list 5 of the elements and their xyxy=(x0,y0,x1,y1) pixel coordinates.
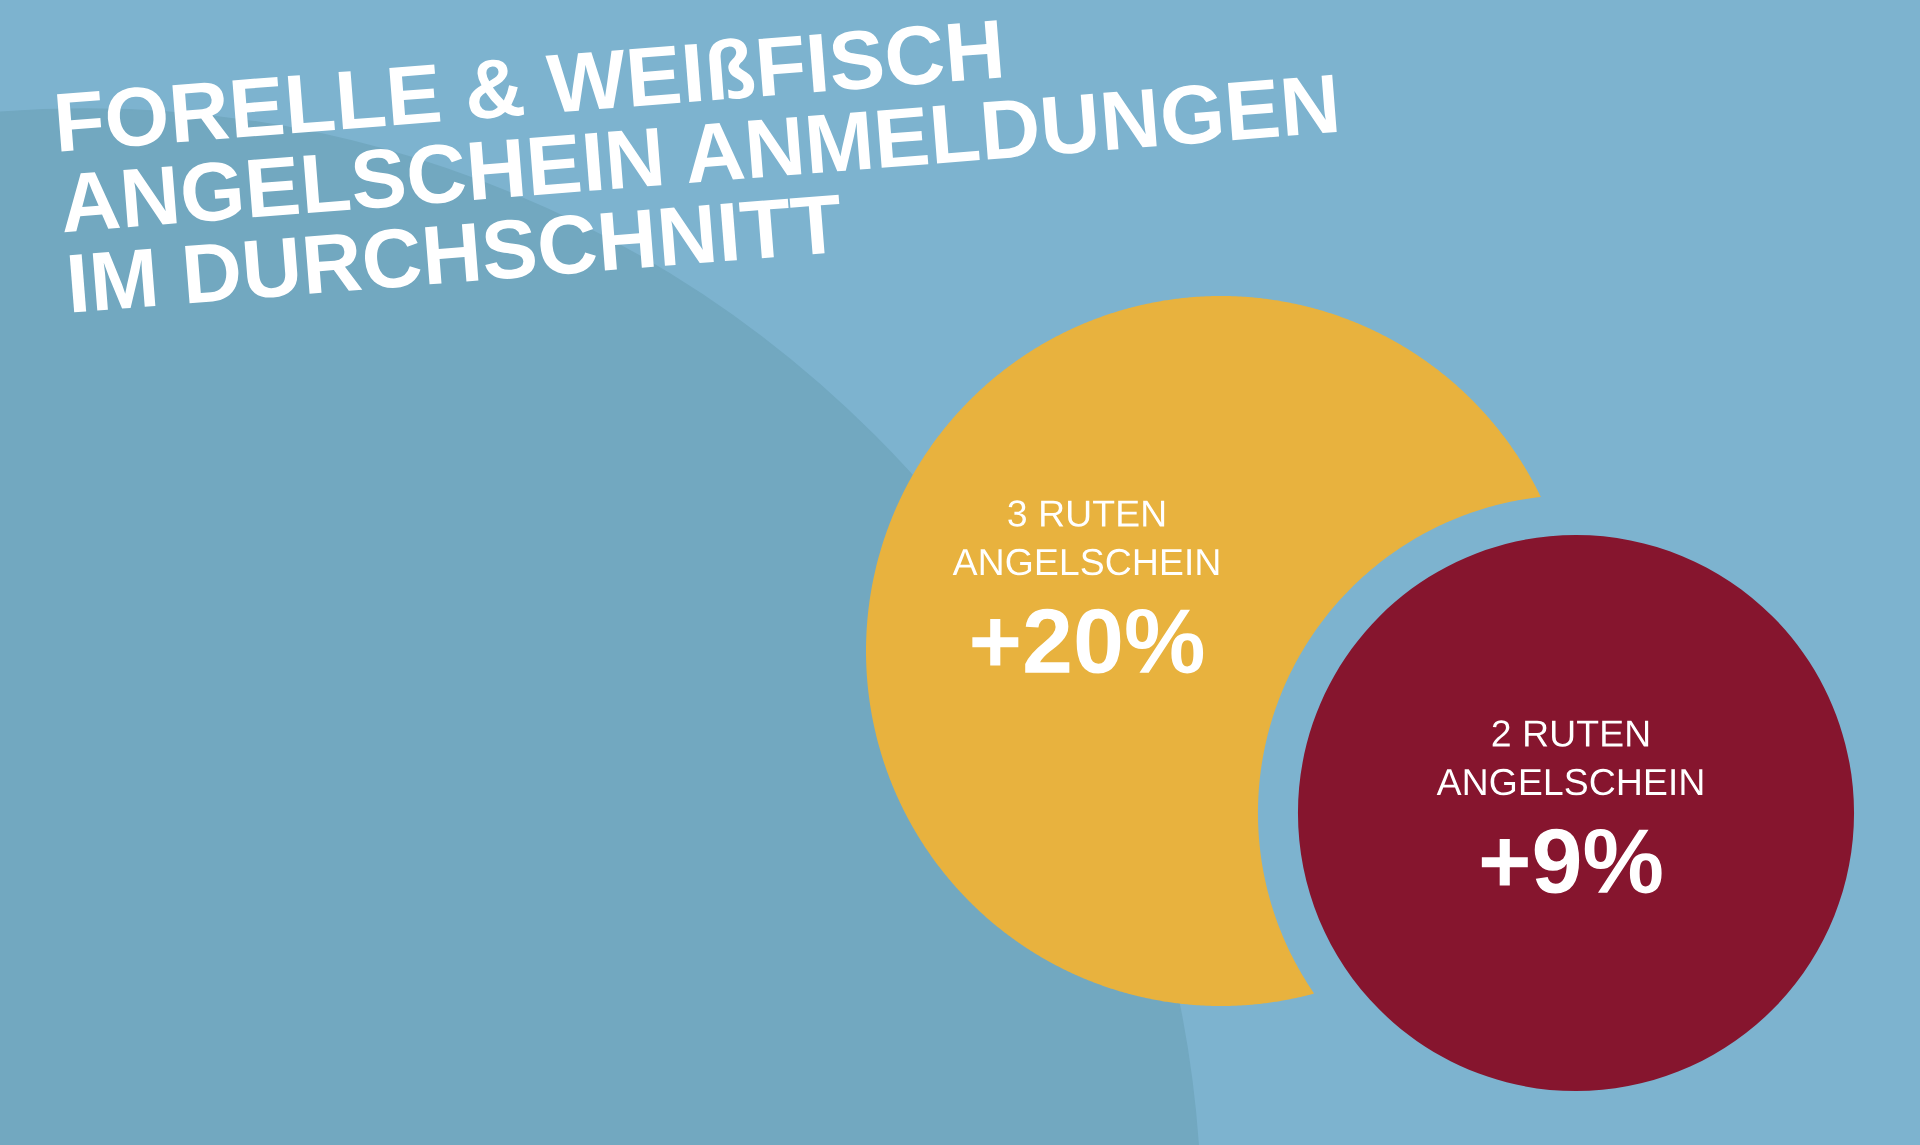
data-label: +20% xyxy=(972,608,1204,674)
text: FORELLE & WEIßFISCH ANGELSCHEIN ANMELDUNGEN IM DURCHSCHNITT xyxy=(56,17,1337,314)
category-label: 3 RUTEN ANGELSCHEIN xyxy=(952,500,1219,576)
data-label: +9% xyxy=(1481,828,1662,894)
category-label: 2 RUTEN ANGELSCHEIN xyxy=(1436,720,1703,796)
